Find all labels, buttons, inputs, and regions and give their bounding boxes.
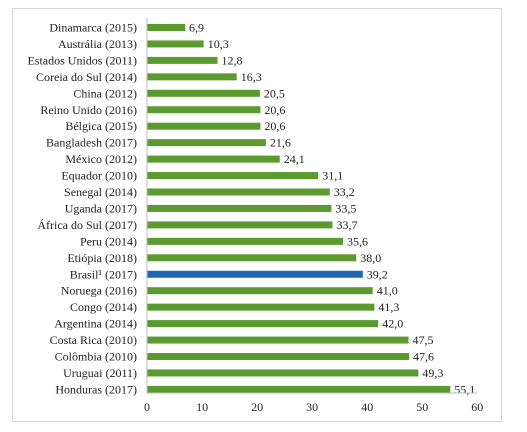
bar: [147, 106, 261, 114]
data-label: 47,6: [413, 350, 434, 364]
data-label: 38,0: [360, 251, 381, 265]
x-axis: 0 10 20 30 40 50 60: [144, 17, 483, 414]
bars: [147, 24, 451, 393]
data-label: 10,3: [208, 37, 229, 51]
category-label: Costa Rica (2010): [50, 333, 137, 347]
bar: [147, 122, 261, 130]
data-label: 41,0: [377, 284, 398, 298]
bar: [147, 270, 363, 278]
bar: [147, 287, 373, 295]
bar: [147, 40, 204, 48]
data-label: 33,5: [335, 201, 356, 215]
data-label: 20,5: [264, 86, 285, 100]
category-label: Senegal (2014): [64, 185, 137, 199]
data-label: 12,8: [222, 53, 243, 67]
category-label: Reino Unido (2016): [40, 103, 137, 117]
data-label: 24,1: [284, 152, 305, 166]
data-label: 16,3: [241, 70, 262, 84]
category-label: Austrália (2013): [58, 37, 137, 51]
data-label: 41,3: [378, 300, 399, 314]
category-label: Honduras (2017): [55, 382, 137, 396]
category-label: África do Sul (2017): [37, 218, 137, 232]
bar: [147, 73, 237, 81]
bar: [147, 24, 185, 31]
bar: [147, 188, 330, 196]
data-label: 33,7: [337, 218, 358, 232]
category-label: Uganda (2017): [65, 201, 137, 215]
category-label: Peru (2014): [80, 234, 137, 248]
category-label: Estados Unidos (2011): [27, 53, 137, 67]
bar: [147, 353, 409, 360]
data-label: 33,2: [334, 185, 355, 199]
category-label: China (2012): [73, 86, 137, 100]
bar: [147, 237, 343, 245]
category-label: Dinamarca (2015): [49, 21, 137, 35]
bar: [147, 336, 409, 344]
data-label: 42,0: [382, 317, 403, 331]
data-label: 55,1: [454, 382, 475, 396]
category-label: Etiópia (2018): [67, 251, 137, 265]
category-label: Colômbia (2010): [55, 350, 137, 364]
category-label: Bélgica (2015): [65, 119, 137, 133]
category-label: México (2012): [65, 152, 137, 166]
bar: [147, 369, 419, 377]
bar: [147, 385, 451, 393]
category-label: Uruguai (2011): [63, 366, 137, 380]
data-label: 49,3: [422, 366, 443, 380]
bar: [147, 139, 266, 147]
bar: [147, 56, 218, 64]
category-label: Congo (2014): [70, 300, 137, 314]
x-tick-label: 40: [361, 400, 373, 414]
x-tick-label: 10: [196, 400, 208, 414]
bar: [147, 204, 332, 212]
category-label: Bangladesh (2017): [46, 136, 137, 150]
category-label: Equador (2010): [61, 169, 137, 183]
data-label: 39,2: [367, 267, 388, 281]
bar: [147, 221, 333, 229]
category-label: Coreia do Sul (2014): [36, 70, 137, 84]
category-labels: Dinamarca (2015) Austrália (2013) Estados …: [27, 21, 137, 397]
data-label: 35,6: [347, 234, 368, 248]
bar: [147, 172, 319, 180]
data-label: 6,9: [189, 21, 204, 35]
category-label: Noruega (2016): [61, 284, 137, 298]
x-tick-label: 50: [416, 400, 428, 414]
bar: [147, 320, 379, 328]
x-tick-label: 0: [144, 400, 150, 414]
data-label: 20,6: [264, 103, 285, 117]
data-label: 21,6: [270, 136, 291, 150]
category-label: Brasil¹ (2017): [70, 267, 137, 281]
data-label: 31,1: [322, 169, 343, 183]
data-label: 20,6: [264, 119, 285, 133]
x-tick-label: 60: [471, 400, 483, 414]
value-labels: 6,9 10,3 12,8 16,320,5 20,6 20,6 21,6 24,1 31,1 3…: [189, 21, 475, 397]
x-tick-label: 20: [251, 400, 263, 414]
bar: [147, 89, 260, 97]
bar: [147, 254, 357, 262]
bar: [147, 303, 375, 311]
x-tick-label: 30: [306, 400, 318, 414]
category-label: Argentina (2014): [54, 317, 137, 331]
bar: [147, 155, 280, 163]
data-label: 47,5: [413, 333, 434, 347]
